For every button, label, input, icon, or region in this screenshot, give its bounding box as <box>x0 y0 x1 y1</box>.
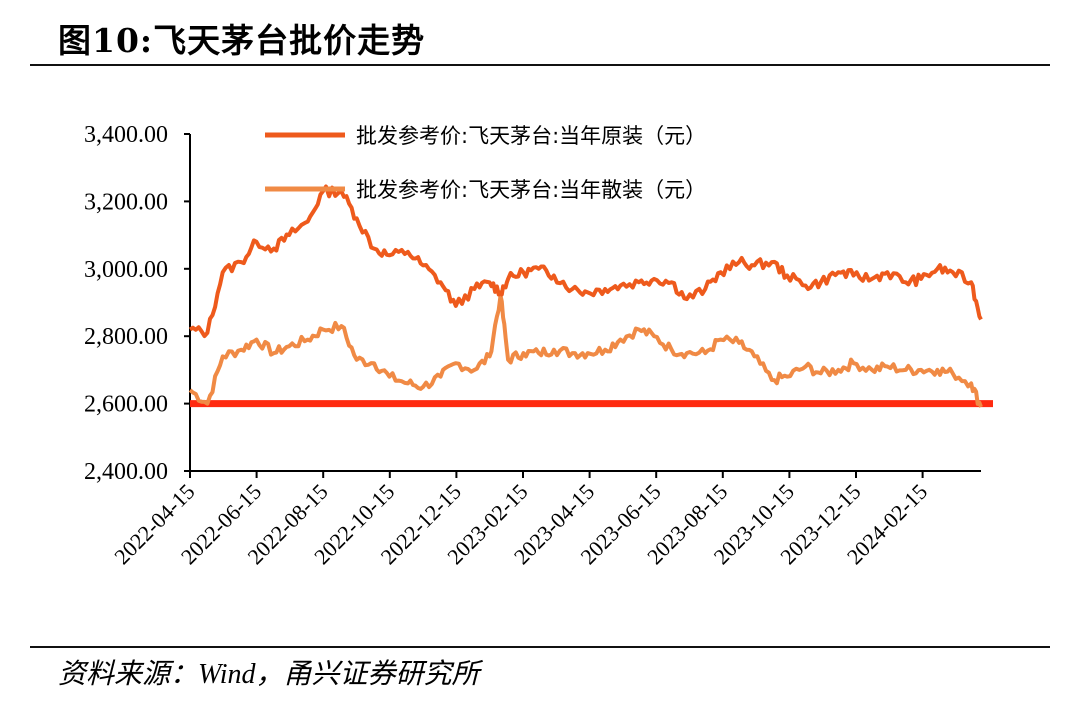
y-tick-label: 2,800.00 <box>84 324 168 350</box>
y-tick-label: 2,600.00 <box>84 392 168 418</box>
series-lines <box>188 184 993 408</box>
title-divider <box>30 64 1050 66</box>
y-tick-label: 3,200.00 <box>84 189 168 215</box>
y-tick-label: 3,000.00 <box>84 257 168 283</box>
legend: 批发参考价:飞天茅台:当年原装（元） 批发参考价:飞天茅台:当年散装（元） <box>265 124 706 202</box>
footer-divider <box>30 646 1050 648</box>
legend-label-original: 批发参考价:飞天茅台:当年原装（元） <box>356 124 706 148</box>
page-title: 图10:飞天茅台批价走势 <box>58 21 426 60</box>
y-tick-label: 2,400.00 <box>84 459 168 485</box>
y-axis: 3,400.00 3,200.00 3,000.00 2,800.00 2,600.00… <box>84 122 191 485</box>
price-chart: 3,400.00 3,200.00 3,000.00 2,800.00 2,600.00… <box>84 122 993 569</box>
legend-label-loose: 批发参考价:飞天茅台:当年散装（元） <box>356 178 706 202</box>
series-loose-line <box>188 293 983 408</box>
x-axis: 2022-04-152022-06-152022-08-152022-10-15… <box>109 470 981 569</box>
series-original-line <box>188 184 983 339</box>
source-note: 资料来源：Wind，甬兴证券研究所 <box>58 659 480 690</box>
y-tick-label: 3,400.00 <box>84 122 168 148</box>
